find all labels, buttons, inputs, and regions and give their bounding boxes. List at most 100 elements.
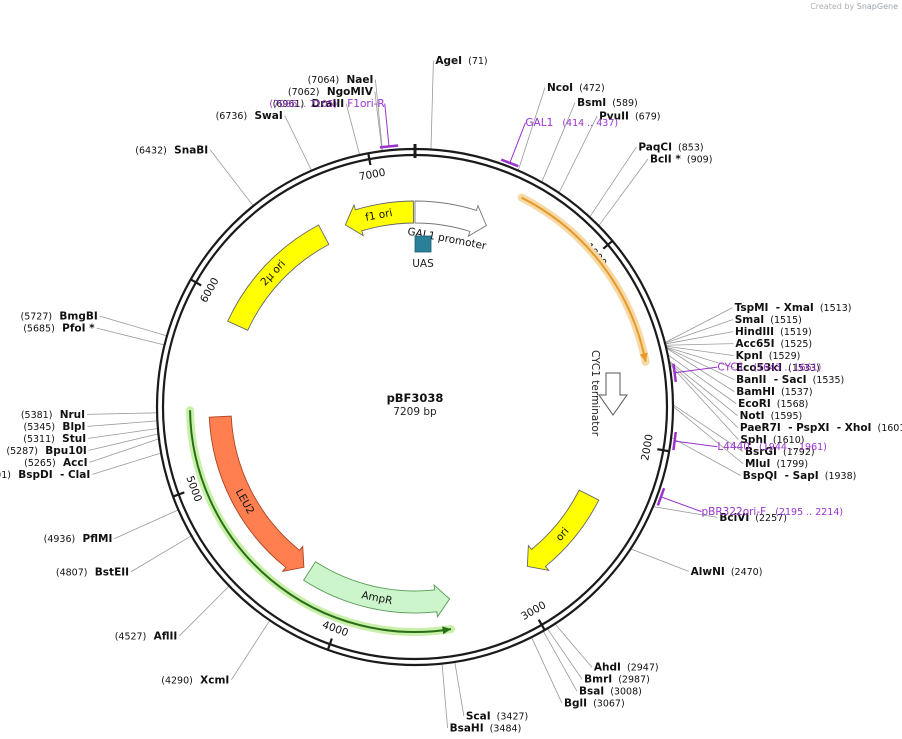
enzyme-bspdi-name: BspDI [11,469,53,481]
leader-bsteii [130,535,192,573]
feature-label: f1 ori [364,207,393,224]
enzyme-paer7i-name3: - XhoI [829,422,871,434]
enzyme-bsmi-name: BsmI [577,97,606,109]
enzyme-ecori: EcoRI (1568) [738,398,808,410]
enzyme-scai-pos: (3427) [491,712,529,723]
enzyme-swai-name: SwaI [247,110,283,122]
enzyme-ahdi: AhdI (2947) [594,662,659,674]
enzyme-tspmi-name: TspMI [735,302,769,314]
enzyme-acci-pos: (5265) [24,458,56,469]
primer-l4440-range: (1944 .. 1961) [750,442,827,453]
misc-features: UAS CYC1 terminator [412,235,628,437]
enzyme-bsteii-name: BstEII [87,566,129,578]
primer-gal1-range: (414 .. 437) [553,118,618,129]
primer-cyc1-mark [672,363,678,383]
primer-cyc1-name: CYC1 [717,362,744,374]
enzyme-naei-name: NaeI [339,74,373,86]
tick-label: 2000 [639,433,655,461]
enzyme-smai: SmaI (1515) [735,314,802,326]
leader-bgli [531,637,563,704]
primers [379,144,678,506]
tick-label: 6000 [198,276,222,305]
leader-eco53ki [665,346,735,369]
enzyme-swai: (6736) SwaI [216,110,283,122]
enzyme-nrui-name: NruI [52,409,85,421]
enzyme-bpu10i-pos: (5287) [6,446,38,457]
enzyme-pvuii-pos: (679) [629,112,661,123]
enzyme-stui: (5311) StuI [23,433,86,445]
primer-pbr322ori-f-name: pBR322ori-F [701,506,766,518]
leader-bsrgi [672,404,744,452]
leader-agei [430,60,434,150]
enzyme-leader-lines [87,60,744,729]
leader-scai [454,661,465,717]
enzyme-bsai-name: BsaI [579,686,604,698]
feature-arrow [414,200,487,238]
orf-arrowhead [442,626,452,635]
enzyme-bamhi-pos: (1537) [775,387,813,398]
enzyme-acc65i: Acc65I (1525) [735,338,812,350]
leader-paqci [589,146,637,218]
feature-leu2: LEU2 [208,415,305,573]
enzyme-nrui-pos: (5381) [21,410,53,421]
enzyme-bspdi-pos: (5201) [0,470,11,481]
enzyme-ecori-name: EcoRI [738,398,771,410]
leader-bsmi [541,102,576,183]
leader-sphi [669,363,739,440]
enzyme-bspdi: (5201) BspDI - ClaI [0,469,90,481]
leader-bspqi [671,437,741,476]
enzyme-pflmi-name: PflMI [75,533,112,545]
enzyme-bcli-name: BclI * [650,154,681,166]
primer-cyc1-label: CYC1 (1643 .. 1661) [717,362,821,374]
leader-naei [375,79,383,152]
leader-bsahi [441,663,448,729]
enzyme-ngomiv-name: NgoMIV [320,86,374,98]
uas-box [414,235,432,253]
feature-arrow [227,224,330,331]
enzyme-xcmi-pos: (4290) [161,675,193,686]
enzyme-banii-pos: (1535) [807,375,845,386]
tick-mark [602,240,614,250]
leader-snabi [209,149,254,207]
primer-pbr322ori-f-leader [660,496,702,513]
enzyme-draiii-name: DraIII [304,98,344,110]
enzyme-bcli: BclI * (909) [650,154,712,166]
enzyme-ngomiv: (7062) NgoMIV [288,86,374,98]
tick-mark [190,278,202,287]
leader-swai [284,115,312,171]
feature-leu2-orf [186,406,456,636]
enzyme-afiii-name: AflII [146,630,177,642]
enzyme-paqci: PaqCI (853) [638,142,703,154]
enzyme-snabi-name: SnaBI [167,144,208,156]
enzyme-mlui: MluI (1799) [745,458,808,470]
primer-cyc1-range: (1643 .. 1661) [744,363,821,374]
enzyme-bsteii-pos: (4807) [56,567,88,578]
enzyme-tspmi-pos: (1513) [814,303,852,314]
enzyme-acc65i-pos: (1525) [775,339,813,350]
enzyme-alwni: AlwNI (2470) [691,566,763,578]
enzyme-acc65i-name: Acc65I [735,338,774,350]
feature-f1-ori: f1 ori [344,200,415,237]
enzyme-bspdi-name2: - ClaI [53,469,91,481]
enzyme-bgli-pos: (3067) [587,699,625,710]
enzyme-eco53ki-pos: (1533) [782,363,820,374]
primer-pbr322ori-f-mark [656,487,666,506]
enzyme-pfoi-name: PfoI * [55,323,95,335]
orf-line [521,196,647,362]
feature-arrow [302,561,451,619]
enzyme-banii-name: BanII [736,374,766,386]
tick-label: 7000 [358,167,386,184]
enzyme-pflmi: (4936) PflMI [44,533,113,545]
primer-l4440-leader [674,440,718,448]
leader-afiii [179,585,230,637]
leader-pvuii [558,115,598,194]
enzyme-paer7i-name: PaeR7I [740,422,781,434]
enzyme-labels: AgeI (71) NcoI (472) BsmI (589) PvuII (679)… [0,55,902,734]
enzyme-ngomiv-pos: (7062) [288,87,320,98]
enzyme-pvuii-name: PvuII [599,111,629,123]
primer-pbr322ori-f-label: pBR322ori-F (2195 .. 2214) [701,506,843,518]
enzyme-agei: AgeI (71) [435,55,487,67]
leader-paer7i [668,361,739,428]
enzyme-stui-pos: (5311) [23,434,55,445]
